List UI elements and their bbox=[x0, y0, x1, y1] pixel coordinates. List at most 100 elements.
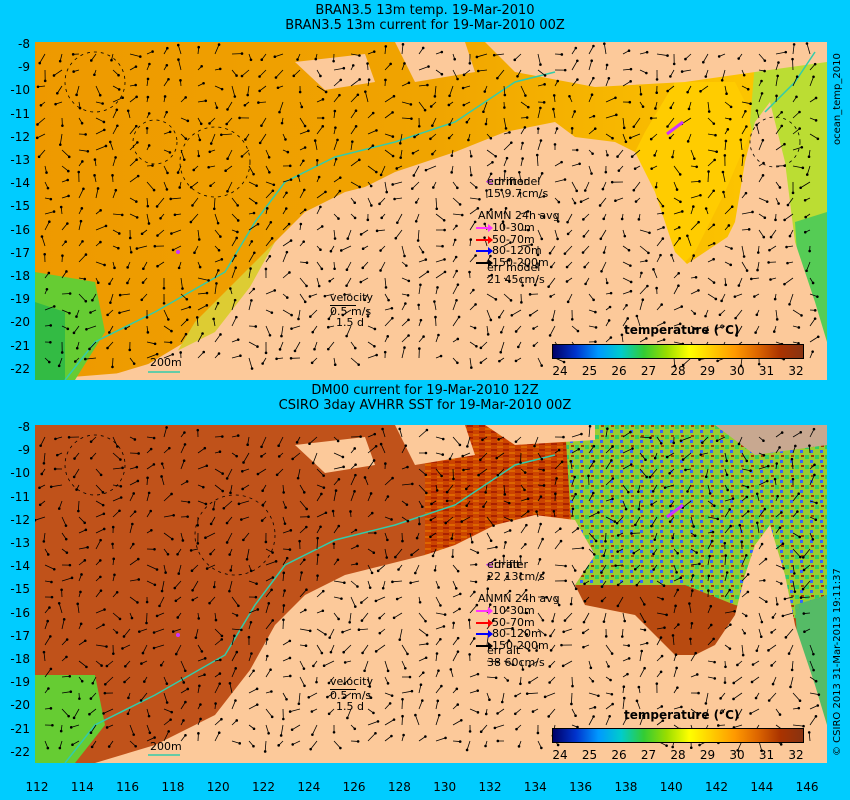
top-colorbar bbox=[552, 344, 804, 359]
current-vector-head bbox=[327, 712, 331, 716]
current-vector-head bbox=[468, 730, 472, 733]
current-vector-head bbox=[510, 519, 513, 522]
current-vector-head bbox=[241, 487, 244, 491]
top-map-panel bbox=[35, 42, 827, 380]
current-vector bbox=[129, 96, 137, 103]
current-vector bbox=[601, 564, 607, 573]
current-vector bbox=[265, 181, 274, 186]
current-vector-head bbox=[304, 644, 308, 648]
current-vector-head bbox=[354, 463, 357, 466]
current-vector-head bbox=[444, 521, 448, 525]
current-vector-head bbox=[149, 509, 153, 513]
current-vector bbox=[276, 468, 284, 476]
current-vector bbox=[316, 554, 319, 566]
current-vector-head bbox=[445, 490, 449, 494]
current-vector-head bbox=[514, 330, 518, 333]
current-vector-head bbox=[470, 540, 474, 544]
current-vector-head bbox=[378, 631, 382, 635]
current-vector-head bbox=[414, 571, 417, 575]
current-vector-head bbox=[608, 305, 612, 309]
current-vector bbox=[190, 213, 199, 223]
current-vector-head bbox=[539, 139, 543, 142]
current-vector-head bbox=[733, 609, 736, 613]
current-vector bbox=[231, 700, 236, 710]
current-vector-head bbox=[184, 96, 187, 99]
current-vector-head bbox=[208, 122, 211, 125]
current-vector-head bbox=[712, 122, 716, 125]
current-vector bbox=[722, 171, 726, 183]
current-vector bbox=[35, 516, 46, 521]
current-vector bbox=[435, 213, 445, 221]
current-vector bbox=[486, 660, 498, 663]
current-vector-head bbox=[525, 116, 529, 119]
current-vector bbox=[248, 181, 257, 187]
current-vector bbox=[740, 357, 743, 366]
current-vector bbox=[588, 426, 591, 438]
current-vector-head bbox=[226, 189, 229, 193]
current-vector bbox=[350, 357, 359, 365]
current-vector bbox=[605, 716, 611, 726]
current-vector bbox=[146, 724, 151, 733]
current-vector bbox=[808, 732, 811, 742]
current-vector bbox=[486, 309, 492, 321]
current-vector bbox=[469, 304, 476, 311]
current-vector bbox=[673, 589, 679, 598]
current-vector-head bbox=[198, 265, 202, 269]
current-vector bbox=[401, 483, 413, 486]
current-vector bbox=[316, 538, 319, 550]
current-vector bbox=[89, 341, 97, 350]
current-vector-head bbox=[236, 204, 239, 207]
current-vector bbox=[209, 596, 216, 604]
current-vector bbox=[367, 354, 377, 359]
current-vector bbox=[227, 101, 233, 110]
top-contour-label: 200m bbox=[150, 356, 182, 369]
current-vector bbox=[226, 117, 233, 125]
current-vector-head bbox=[439, 354, 443, 358]
top-y-tick: -14 bbox=[10, 176, 30, 191]
current-vector-head bbox=[279, 734, 283, 737]
current-vector-head bbox=[395, 597, 399, 601]
current-vector bbox=[265, 620, 274, 630]
current-vector bbox=[161, 580, 165, 592]
current-vector-head bbox=[474, 580, 478, 584]
current-vector-head bbox=[514, 440, 518, 443]
current-vector bbox=[248, 609, 258, 614]
current-vector bbox=[639, 285, 648, 295]
current-vector-head bbox=[220, 638, 224, 641]
current-vector-head bbox=[288, 674, 292, 678]
current-vector-head bbox=[645, 259, 648, 263]
current-vector-head bbox=[170, 232, 173, 235]
current-vector-head bbox=[224, 169, 227, 173]
current-vector-head bbox=[798, 110, 801, 114]
current-vector-head bbox=[753, 295, 756, 298]
current-vector-head bbox=[337, 524, 341, 528]
current-vector bbox=[452, 197, 461, 205]
current-vector-head bbox=[37, 155, 41, 159]
current-vector-head bbox=[254, 325, 258, 328]
current-vector-head bbox=[659, 636, 663, 639]
current-vector-head bbox=[212, 207, 216, 211]
current-vector-head bbox=[584, 282, 587, 286]
current-vector-head bbox=[65, 655, 68, 659]
current-vector-head bbox=[482, 505, 485, 508]
current-vector-head bbox=[220, 87, 224, 91]
current-vector bbox=[452, 213, 463, 216]
current-vector-head bbox=[566, 232, 570, 236]
current-vector bbox=[293, 69, 301, 77]
current-vector-head bbox=[82, 187, 85, 191]
current-vector bbox=[486, 588, 489, 598]
current-vector bbox=[316, 126, 324, 135]
current-vector-head bbox=[607, 665, 610, 668]
current-vector-head bbox=[442, 218, 446, 222]
current-vector bbox=[43, 652, 46, 662]
current-vector-head bbox=[583, 599, 587, 603]
current-vector bbox=[395, 548, 403, 558]
current-vector-head bbox=[583, 582, 586, 586]
current-vector bbox=[673, 667, 678, 678]
x-tick: 116 bbox=[116, 780, 140, 794]
current-vector-head bbox=[89, 440, 93, 443]
current-vector-head bbox=[611, 477, 615, 480]
current-vector bbox=[520, 644, 530, 651]
current-vector-head bbox=[197, 154, 201, 158]
current-vector-head bbox=[723, 154, 727, 157]
